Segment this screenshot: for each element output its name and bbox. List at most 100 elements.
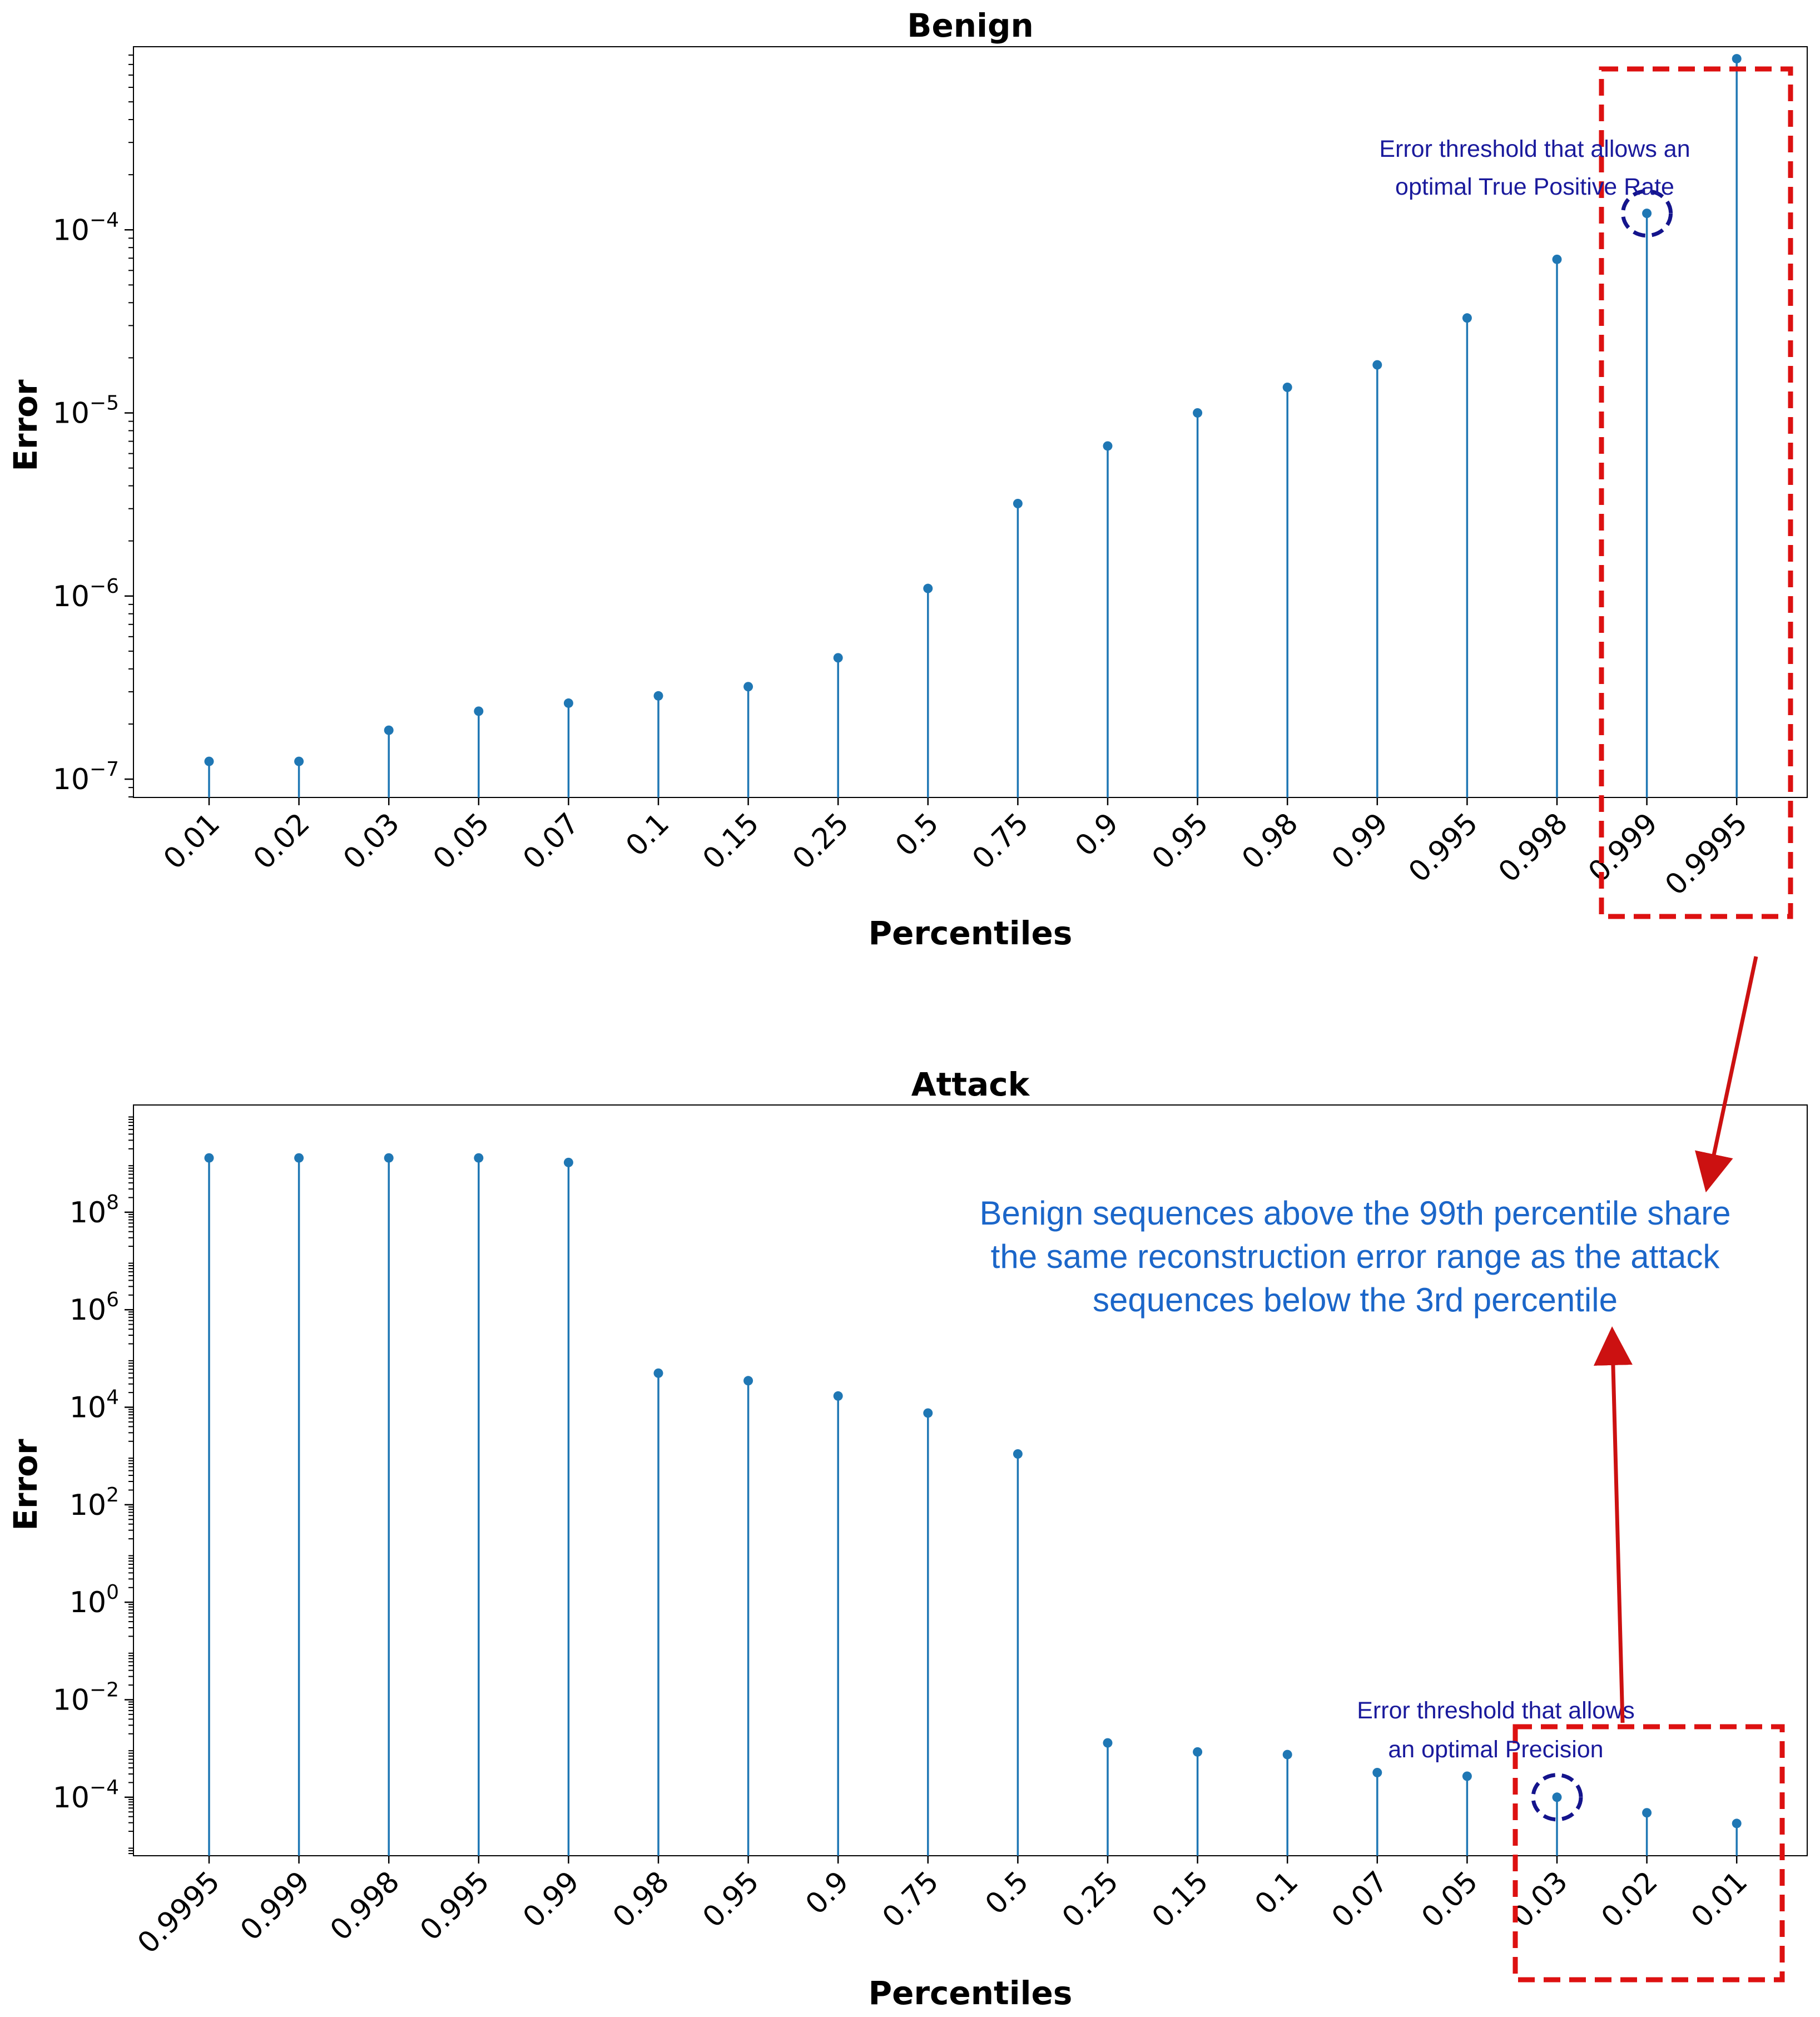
x-tick-label: 0.15 bbox=[1145, 1865, 1214, 1934]
y-tick-label: 10−5 bbox=[53, 392, 119, 430]
x-tick-label: 0.998 bbox=[324, 1865, 406, 1947]
y-ticks: 10−7 10−6 10−5 10−4 bbox=[53, 54, 133, 797]
annotation-line-1: Error threshold that allows bbox=[1357, 1697, 1635, 1724]
x-tick-label: 0.1 bbox=[619, 807, 676, 863]
stem-marker bbox=[1282, 1750, 1292, 1760]
stem-marker bbox=[1193, 408, 1203, 418]
x-tick-label: 0.05 bbox=[427, 807, 496, 876]
chart-benign: Benign 10−7 10−6 10−5 10−4 0.01 0.02 0.03 0.05… bbox=[7, 7, 1808, 952]
highlight-box bbox=[1599, 66, 1793, 919]
stem-marker bbox=[743, 682, 753, 692]
y-tick-label: 108 bbox=[70, 1191, 119, 1230]
x-tick-label: 0.75 bbox=[966, 807, 1035, 876]
stem-marker bbox=[653, 1368, 663, 1378]
x-axis-label: Percentiles bbox=[869, 914, 1073, 952]
x-tick-label: 0.9 bbox=[1069, 807, 1125, 863]
x-tick-label: 0.07 bbox=[517, 807, 586, 876]
stem-marker bbox=[384, 725, 394, 735]
x-tick-label: 0.98 bbox=[1236, 807, 1305, 876]
callout-line-3: sequences below the 3rd percentile bbox=[1093, 1281, 1618, 1319]
y-tick-label: 10−4 bbox=[53, 1776, 119, 1815]
stem-marker bbox=[204, 1153, 214, 1163]
x-tick-label: 0.05 bbox=[1415, 1865, 1484, 1934]
stem-marker bbox=[923, 1408, 933, 1418]
callout-line-1: Benign sequences above the 99th percenti… bbox=[980, 1195, 1731, 1232]
x-axis-label: Percentiles bbox=[869, 1974, 1073, 2012]
x-tick-label: 0.95 bbox=[696, 1865, 765, 1934]
stem-marker bbox=[743, 1376, 753, 1386]
x-ticks: 0.01 0.02 0.03 0.05 0.07 0.1 0.15 0.25 0.5 0.75 0.… bbox=[157, 797, 1754, 902]
x-tick-label: 0.02 bbox=[1595, 1865, 1664, 1934]
x-tick-label: 0.99 bbox=[1326, 807, 1395, 876]
x-tick-label: 0.98 bbox=[607, 1865, 676, 1934]
x-tick-label: 0.999 bbox=[234, 1865, 316, 1947]
x-tick-label: 0.15 bbox=[696, 807, 765, 876]
stem-marker bbox=[1642, 1808, 1652, 1818]
y-tick-label: 102 bbox=[70, 1484, 119, 1522]
stem-marker bbox=[294, 1153, 304, 1163]
x-tick-label: 0.95 bbox=[1145, 807, 1214, 876]
annotation-line-2: an optimal Precision bbox=[1388, 1736, 1603, 1763]
x-tick-label: 0.99 bbox=[517, 1865, 586, 1934]
x-tick-label: 0.5 bbox=[979, 1865, 1035, 1921]
x-ticks: 0.9995 0.999 0.998 0.995 0.99 0.98 0.95 0.9 0.75… bbox=[131, 1856, 1754, 1960]
y-tick-label: 10−6 bbox=[53, 575, 119, 613]
stem-marker bbox=[1103, 441, 1113, 451]
x-tick-label: 0.02 bbox=[247, 807, 316, 876]
stem-marker bbox=[653, 691, 663, 701]
y-tick-label: 10−7 bbox=[53, 758, 119, 796]
stem-marker bbox=[1642, 209, 1652, 219]
x-tick-label: 0.9995 bbox=[131, 1865, 226, 1960]
stem-marker bbox=[1732, 54, 1742, 64]
x-tick-label: 0.9 bbox=[799, 1865, 855, 1921]
stem-marker bbox=[1013, 1449, 1023, 1459]
y-tick-label: 10−4 bbox=[53, 209, 119, 247]
y-tick-label: 100 bbox=[70, 1581, 119, 1619]
stem-marker bbox=[204, 756, 214, 766]
y-tick-label: 104 bbox=[70, 1386, 119, 1425]
x-tick-label: 0.01 bbox=[157, 807, 226, 876]
x-tick-label: 0.1 bbox=[1248, 1865, 1305, 1921]
chart-title: Attack bbox=[911, 1066, 1030, 1103]
y-axis-label: Error bbox=[7, 1439, 44, 1531]
y-axis-label: Error bbox=[7, 379, 44, 472]
stem-marker bbox=[1013, 498, 1023, 508]
stems bbox=[204, 54, 1742, 797]
stem-marker bbox=[1732, 1818, 1742, 1828]
x-tick-label: 0.03 bbox=[337, 807, 406, 876]
stem-marker bbox=[1282, 382, 1292, 392]
stem-marker bbox=[563, 698, 573, 708]
threshold-circle bbox=[1531, 1773, 1583, 1822]
highlight-box bbox=[1512, 1724, 1785, 1983]
arrow-up bbox=[1593, 1326, 1633, 1723]
y-tick-label: 10−2 bbox=[53, 1678, 119, 1717]
stem-marker bbox=[923, 583, 933, 593]
arrow-down bbox=[1695, 956, 1758, 1193]
stem-marker bbox=[1552, 254, 1562, 264]
x-tick-label: 0.25 bbox=[786, 807, 855, 876]
x-tick-label: 0.999 bbox=[1582, 807, 1664, 889]
stem-marker bbox=[833, 653, 843, 663]
annotation-line-2: optimal True Positive Rate bbox=[1395, 174, 1674, 200]
x-tick-label: 0.03 bbox=[1505, 1865, 1574, 1934]
x-tick-label: 0.995 bbox=[414, 1865, 496, 1947]
stem-marker bbox=[833, 1391, 843, 1401]
callout-line-2: the same reconstruction error range as t… bbox=[991, 1238, 1720, 1275]
stem-marker bbox=[1552, 1792, 1562, 1802]
plot-area bbox=[133, 46, 1808, 798]
stem-marker bbox=[1372, 1768, 1382, 1778]
stems bbox=[204, 1153, 1742, 1856]
x-tick-label: 0.07 bbox=[1326, 1865, 1395, 1934]
stem-marker bbox=[474, 706, 484, 716]
y-tick-label: 106 bbox=[70, 1288, 119, 1327]
stem-marker bbox=[1462, 313, 1472, 323]
stem-marker bbox=[563, 1157, 573, 1167]
stem-marker bbox=[1462, 1771, 1472, 1781]
x-tick-label: 0.25 bbox=[1056, 1865, 1125, 1934]
threshold-circle bbox=[1621, 189, 1673, 238]
x-tick-label: 0.75 bbox=[876, 1865, 945, 1934]
x-tick-label: 0.998 bbox=[1492, 807, 1574, 889]
annotation-line-1: Error threshold that allows an bbox=[1379, 136, 1690, 162]
x-tick-label: 0.995 bbox=[1402, 807, 1485, 889]
